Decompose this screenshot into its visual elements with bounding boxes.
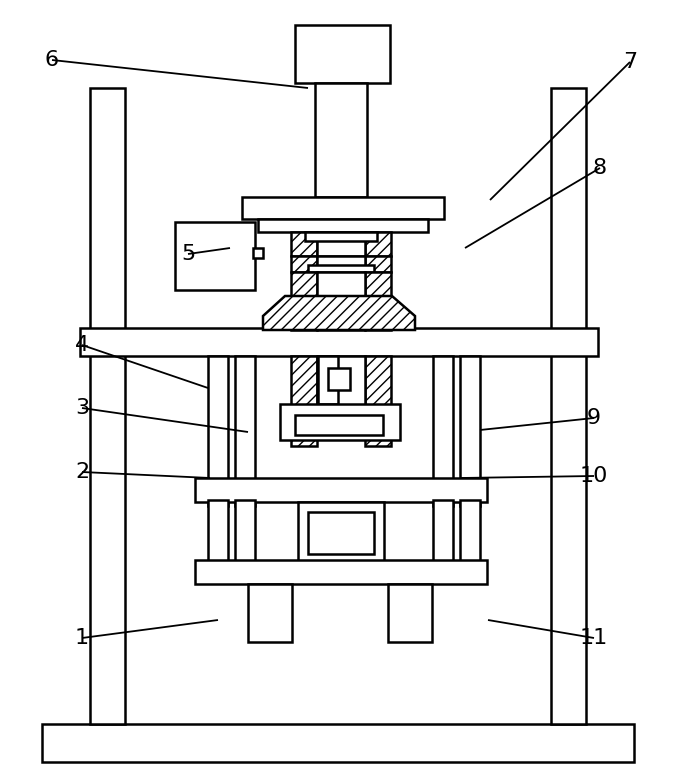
Polygon shape [263,296,415,330]
Text: 8: 8 [593,158,607,178]
Text: 1: 1 [75,628,89,648]
Bar [315,83,367,197]
Bar [317,272,365,330]
Text: 6: 6 [45,50,59,70]
Bar [460,500,480,562]
Bar [208,356,228,506]
Text: 11: 11 [580,628,608,648]
Bar [433,356,453,506]
Text: 2: 2 [75,462,89,482]
Bar [433,500,453,562]
Bar [460,356,480,506]
Bar [258,219,428,232]
Bar [242,197,444,219]
Bar [280,404,400,440]
Text: 4: 4 [75,335,89,355]
Bar [551,88,586,724]
Bar [317,232,365,256]
Bar [291,272,317,330]
Bar [80,328,598,356]
Bar [305,232,377,241]
Bar [291,356,317,446]
Bar [90,88,125,724]
Bar [365,272,391,330]
Bar [295,25,390,83]
Bar [295,415,383,435]
Bar [195,560,487,584]
Bar [317,256,365,272]
Bar [248,584,292,642]
Bar [365,356,391,446]
Bar [195,478,487,502]
Bar [328,368,350,390]
Bar [365,256,391,272]
Text: 3: 3 [75,398,89,418]
Bar [298,502,384,562]
Text: 10: 10 [580,466,608,486]
Bar [175,222,255,290]
Bar [253,248,263,258]
Bar [42,724,634,762]
Text: 5: 5 [181,244,195,264]
Bar [291,256,317,272]
Bar [291,232,317,256]
Bar [317,356,365,416]
Text: 7: 7 [623,52,637,72]
Text: 9: 9 [587,408,601,428]
Bar [318,356,338,404]
Bar [365,232,391,256]
Bar [235,356,255,506]
Bar [308,265,374,272]
Bar [308,512,374,554]
Bar [235,500,255,562]
Bar [208,500,228,562]
Bar [388,584,432,642]
